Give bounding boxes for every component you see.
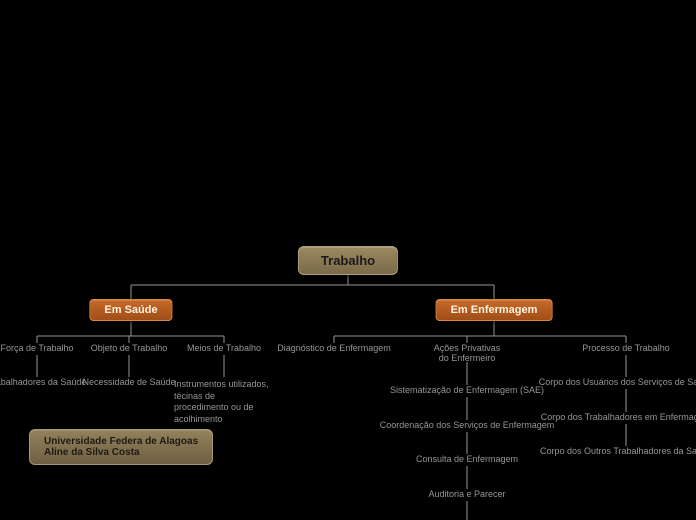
leaf-trabalhadores-enf: Corpo dos Trabalhadores em Enfermagem <box>541 412 696 424</box>
node-objeto: Objeto de Trabalho <box>91 343 168 353</box>
leaf-outros-trab: Corpo dos Outros Trabalhadores da Saúde <box>540 446 696 458</box>
node-diagnostico: Diagnóstico de Enfermagem <box>277 343 391 353</box>
node-processo: Processo de Trabalho <box>582 343 670 353</box>
root-node: Trabalho <box>298 246 398 275</box>
leaf-consulta: Consulta de Enfermagem <box>416 454 518 466</box>
leaf-auditoria: Auditoria e Parecer <box>428 489 505 501</box>
category-saude: Em Saúde <box>89 299 172 321</box>
leaf-usuarios: Corpo dos Usuários dos Serviços de Saúde <box>539 377 696 389</box>
attribution-line2: Aline da Silva Costa <box>44 447 198 458</box>
leaf-instrumentos: Instrumentos utilizados, técinas de proc… <box>174 379 270 426</box>
attribution-line1: Universidade Federa de Alagoas <box>44 436 198 447</box>
leaf-sae: Sistematização de Enfermagem (SAE) <box>390 385 544 397</box>
node-meios: Meios de Trabalho <box>187 343 261 353</box>
node-forca: Força de Trabalho <box>0 343 73 353</box>
category-enfermagem: Em Enfermagem <box>436 299 553 321</box>
leaf-necessidade: Necessidade de Saúde <box>69 377 189 389</box>
leaf-coordenacao: Coordenação dos Serviços de Enfermagem <box>380 420 555 432</box>
attribution-box: Universidade Federa de Alagoas Aline da … <box>29 429 213 465</box>
node-acoes: Ações Privativas do Enfermeiro <box>434 343 501 364</box>
